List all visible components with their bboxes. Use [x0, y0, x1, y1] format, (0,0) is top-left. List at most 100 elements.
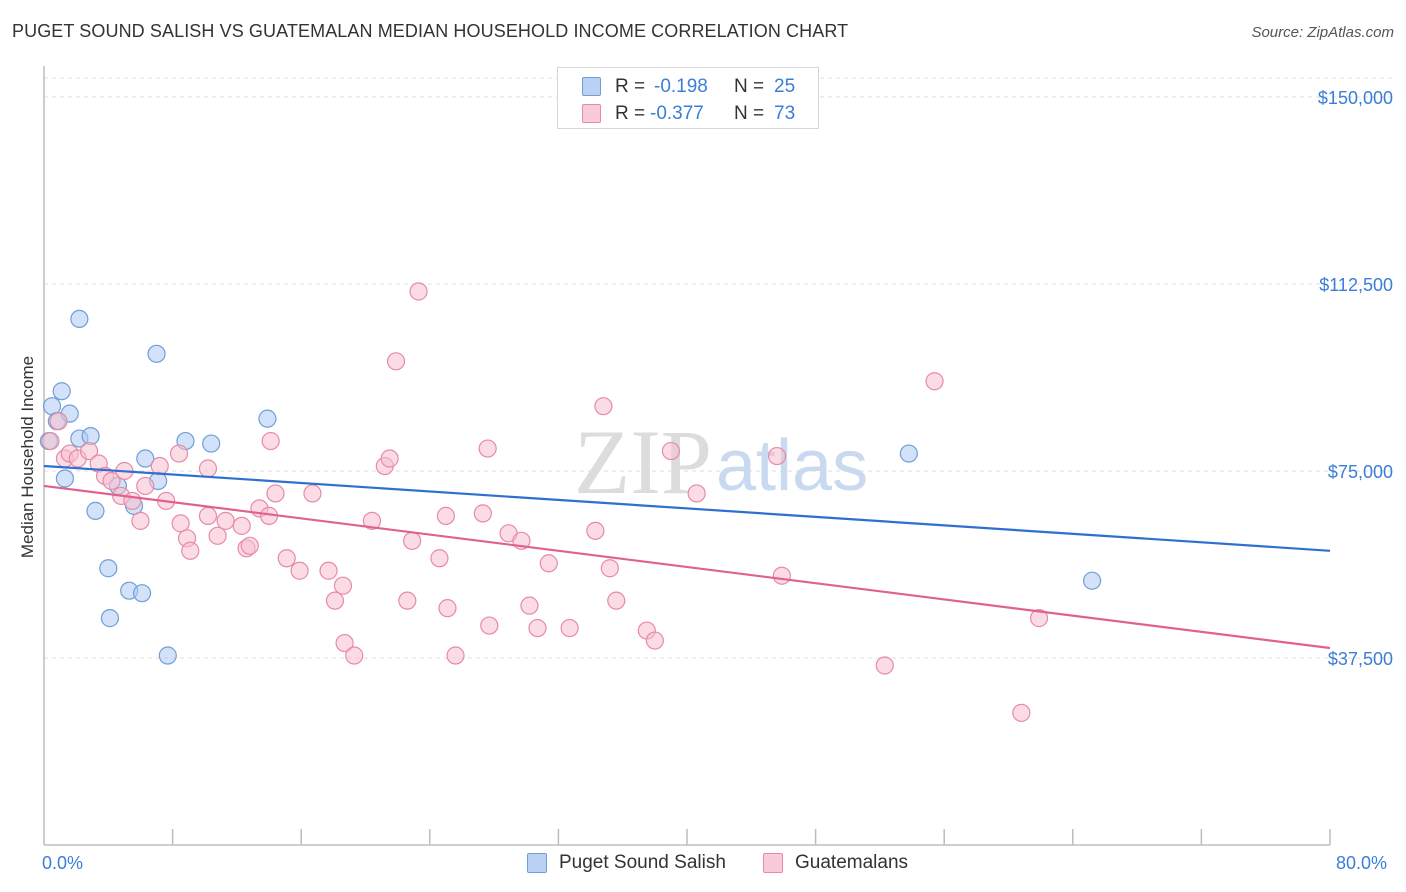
data-point-guatemalans — [102, 471, 121, 491]
data-point-guatemalans — [290, 561, 309, 580]
data-point-puget-sound-salish — [100, 609, 120, 628]
data-point-guatemalans — [198, 506, 218, 525]
data-point-guatemalans — [446, 646, 465, 665]
legend-r-value: -0.377 — [650, 103, 704, 124]
x-tick-label-end: 80.0% — [1336, 853, 1388, 873]
data-point-guatemalans — [403, 531, 422, 550]
data-point-guatemalans — [169, 444, 189, 463]
data-point-guatemalans — [436, 506, 455, 525]
data-point-guatemalans — [480, 616, 499, 635]
data-point-guatemalans — [380, 449, 399, 468]
legend-n-label: N = — [734, 76, 765, 97]
y-tick-label: $150,000 — [1318, 88, 1393, 108]
data-point-guatemalans — [767, 446, 787, 466]
data-point-guatemalans — [333, 576, 353, 595]
legend-swatch-pink — [763, 853, 783, 873]
series-name-puget: Puget Sound Salish — [559, 852, 726, 873]
data-point-guatemalans — [123, 491, 142, 511]
data-point-puget-sound-salish — [70, 309, 89, 329]
data-point-guatemalans — [607, 591, 626, 610]
data-point-guatemalans — [586, 521, 605, 540]
data-point-guatemalans — [266, 484, 285, 503]
legend-r-value: -0.198 — [654, 76, 708, 97]
data-point-guatemalans — [438, 599, 457, 618]
data-point-puget-sound-salish — [55, 469, 74, 488]
data-point-puget-sound-salish — [86, 501, 105, 520]
data-point-guatemalans — [232, 516, 251, 535]
data-point-guatemalans — [79, 441, 99, 461]
data-point-guatemalans — [594, 397, 613, 416]
legend-swatch-pink — [582, 104, 601, 123]
data-point-puget-sound-salish — [81, 426, 100, 446]
data-point-guatemalans — [430, 549, 449, 568]
data-point-guatemalans — [181, 541, 200, 560]
data-point-guatemalans — [49, 412, 68, 431]
data-point-guatemalans — [398, 591, 417, 610]
data-point-guatemalans — [473, 504, 492, 523]
data-point-guatemalans — [925, 372, 944, 391]
legend-r-label: R = — [615, 76, 646, 97]
data-point-guatemalans — [539, 554, 558, 573]
data-point-puget-sound-salish — [202, 434, 221, 453]
data-point-puget-sound-salish — [136, 449, 155, 468]
data-point-guatemalans — [171, 514, 190, 533]
legend-n-label: N = — [734, 103, 765, 124]
y-axis-label: Median Household Income — [18, 355, 37, 559]
y-tick-label: $112,500 — [1319, 275, 1393, 295]
data-point-guatemalans — [319, 561, 338, 580]
data-point-guatemalans — [409, 282, 428, 301]
data-point-guatemalans — [560, 618, 579, 638]
data-point-guatemalans — [303, 484, 322, 503]
source-credit: Source: ZipAtlas.com — [1251, 24, 1394, 41]
data-point-guatemalans — [478, 439, 497, 458]
x-tick-label-start: 0.0% — [42, 853, 84, 873]
data-point-guatemalans — [386, 352, 406, 371]
data-point-guatemalans — [198, 459, 218, 478]
data-point-guatemalans — [261, 431, 280, 451]
data-point-puget-sound-salish — [258, 409, 277, 428]
data-point-puget-sound-salish — [132, 584, 152, 603]
data-point-puget-sound-salish — [899, 444, 918, 463]
legend-n-value: 25 — [774, 76, 796, 97]
data-point-puget-sound-salish — [147, 344, 166, 363]
data-point-guatemalans — [1029, 609, 1049, 628]
data-point-guatemalans — [240, 536, 259, 555]
data-point-guatemalans — [136, 476, 155, 496]
data-point-guatemalans — [216, 511, 235, 530]
correlation-legend: R = -0.198 N = 25 R = -0.377 N = 73 — [557, 67, 819, 129]
series-name-guatemalans: Guatemalans — [795, 852, 909, 873]
data-point-guatemalans — [208, 526, 227, 545]
trendline-puget-sound-salish — [43, 464, 1331, 552]
data-point-puget-sound-salish — [1082, 571, 1102, 590]
data-point-guatemalans — [520, 596, 539, 615]
data-point-guatemalans — [875, 656, 894, 675]
data-point-puget-sound-salish — [52, 382, 71, 401]
data-point-guatemalans — [1012, 703, 1031, 722]
data-point-guatemalans — [345, 646, 364, 665]
data-point-guatemalans — [150, 456, 169, 476]
legend-swatch-blue — [527, 853, 547, 873]
data-point-guatemalans — [277, 549, 296, 568]
data-point-guatemalans — [335, 633, 354, 653]
data-point-guatemalans — [687, 484, 706, 503]
legend-r-label: R = — [615, 103, 646, 124]
data-point-guatemalans — [362, 511, 382, 530]
legend-n-value: 73 — [774, 103, 796, 124]
data-point-guatemalans — [661, 441, 681, 461]
data-point-puget-sound-salish — [99, 559, 118, 578]
y-tick-label: $75,000 — [1328, 462, 1393, 482]
y-tick-label: $37,500 — [1328, 649, 1393, 669]
data-point-guatemalans — [131, 511, 150, 530]
data-point-guatemalans — [772, 566, 791, 585]
data-point-guatemalans — [41, 431, 60, 451]
data-point-puget-sound-salish — [158, 646, 177, 665]
data-point-guatemalans — [325, 591, 345, 610]
chart-title: PUGET SOUND SALISH VS GUATEMALAN MEDIAN … — [12, 21, 849, 41]
watermark-atlas: atlas — [716, 426, 868, 506]
data-point-guatemalans — [600, 559, 619, 578]
trendline-guatemalans — [43, 484, 1331, 650]
legend-swatch-blue — [582, 77, 601, 96]
data-point-guatemalans — [645, 631, 664, 650]
data-point-guatemalans — [528, 618, 547, 638]
